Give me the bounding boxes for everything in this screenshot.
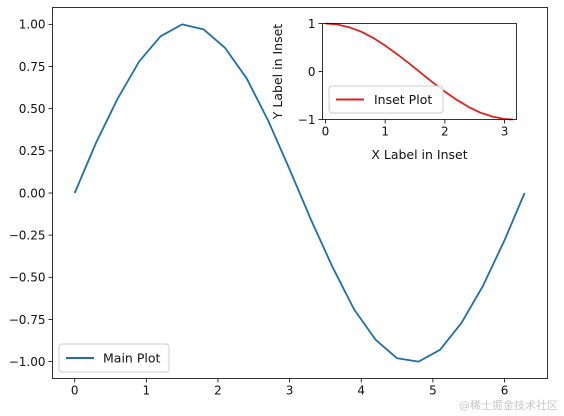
main-x-tick-label: 5 [429,384,437,398]
inset-series [325,22,513,121]
inset-axes: 0 1 2 3 1 0 −1 X Label in Inset Y Label in In… [270,17,517,162]
inset-y-tick-label: 1 [308,17,316,31]
inset-x-ticks: 0 1 2 3 [322,119,509,139]
main-x-tick-label: 4 [357,384,365,398]
inset-y-axis-label: Y Label in Inset [270,24,285,120]
main-x-tick-label: 3 [286,384,294,398]
main-x-tick-label: 1 [143,384,151,398]
inset-x-tick-label: 2 [441,125,449,139]
main-series-line [73,23,526,363]
inset-legend-box [328,85,444,114]
main-y-tick-label: 0.50 [19,102,46,116]
inset-legend-label: Inset Plot [374,92,432,107]
main-axes: 0 1 2 3 4 5 6 1.00 0.75 0.50 0.25 0.00 −0.25 −0.50 −0… [9,7,548,398]
main-x-ticks: 0 1 2 3 4 5 6 [71,378,509,398]
main-legend-label: Main Plot [103,351,160,366]
main-y-tick-label: −1.00 [9,355,46,369]
main-y-tick-label: 0.00 [19,186,46,200]
main-y-ticks: 1.00 0.75 0.50 0.25 0.00 −0.25 −0.50 −0.75 −1.00 [9,18,53,369]
inset-y-tick-label: 0 [308,65,316,79]
inset-y-ticks: 1 0 −1 [298,17,323,127]
main-legend: Main Plot [58,343,170,373]
main-series [73,23,526,363]
inset-x-tick-label: 0 [322,125,330,139]
inset-x-axis-label: X Label in Inset [371,147,467,162]
inset-x-tick-label: 1 [381,125,389,139]
watermark-text: @稀土掘金技术社区 [459,398,558,412]
inset-series-line [325,22,513,121]
main-x-tick-label: 2 [214,384,222,398]
main-y-tick-label: 0.75 [19,60,46,74]
main-y-tick-label: −0.75 [9,313,46,327]
inset-y-tick-label: −1 [298,113,316,127]
main-y-tick-label: −0.50 [9,271,46,285]
main-x-tick-label: 0 [71,384,79,398]
main-legend-box [58,343,170,373]
main-y-tick-label: −0.25 [9,228,46,242]
inset-x-tick-label: 3 [501,125,509,139]
main-x-tick-label: 6 [501,384,509,398]
main-y-tick-label: 1.00 [19,18,46,32]
inset-legend: Inset Plot [328,85,444,114]
main-y-tick-label: 0.25 [19,144,46,158]
